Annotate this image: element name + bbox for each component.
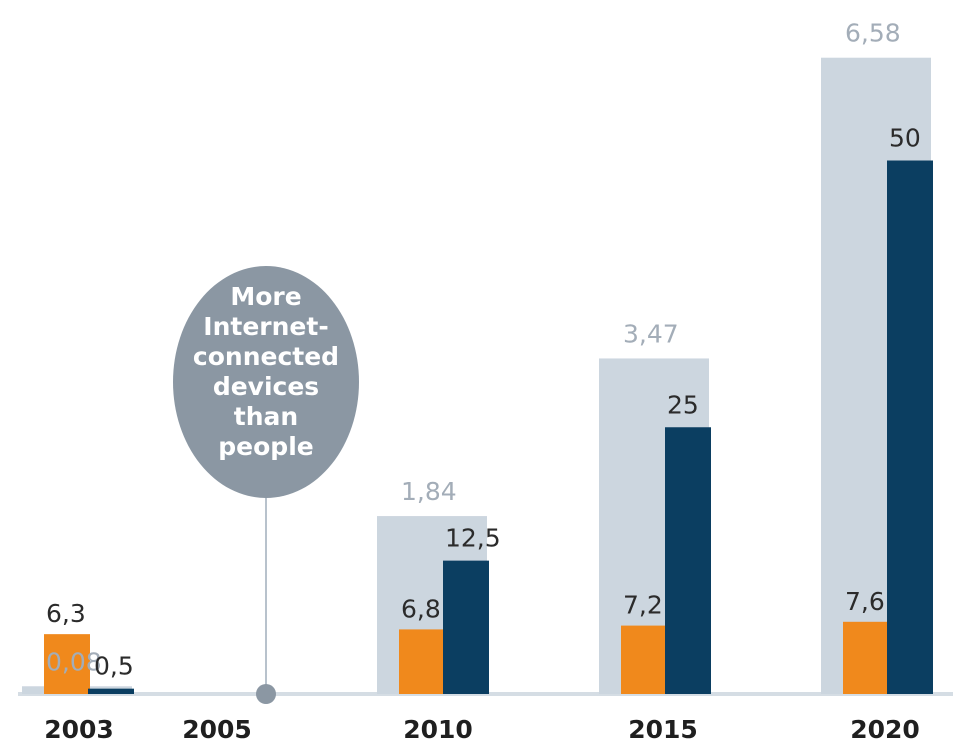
label-dark-2020: 50	[889, 124, 921, 153]
bar-orange-2003	[44, 634, 90, 694]
callout-line: than	[234, 402, 298, 431]
bar-orange-2015	[621, 625, 667, 694]
label-orange-2020: 7,6	[845, 587, 885, 616]
label-light-2015: 3,47	[623, 319, 679, 348]
callout-line: devices	[213, 372, 319, 401]
tick-label-2005: 2005	[182, 715, 252, 744]
bar-dark-2015	[665, 427, 711, 694]
label-light-2003: 0,08	[46, 647, 102, 676]
callout-balloon	[173, 266, 359, 498]
label-dark-2015: 25	[667, 390, 699, 419]
tick-label-2020: 2020	[850, 715, 920, 744]
bar-dark-2003	[88, 688, 134, 694]
tick-label-2010: 2010	[403, 715, 473, 744]
callout-line: More	[230, 282, 301, 311]
label-orange-2010: 6,8	[401, 594, 441, 623]
bar-dark-2010	[443, 560, 489, 694]
bar-orange-2020	[843, 621, 889, 694]
label-dark-2003: 0,5	[94, 652, 134, 681]
bar-dark-2020	[887, 160, 933, 694]
label-light-2020: 6,58	[845, 19, 901, 48]
callout-line: connected	[193, 342, 339, 371]
callout-marker	[256, 684, 276, 704]
callout-text: More Internet-connected devices than people	[193, 282, 339, 461]
bar-orange-2010	[399, 629, 445, 694]
tick-label-2003: 2003	[44, 715, 114, 744]
label-dark-2010: 12,5	[445, 524, 501, 553]
callout-line: Internet-	[203, 312, 328, 341]
label-orange-2003: 6,3	[46, 599, 86, 628]
x-axis: 2003 2005 2010 2015 2020	[44, 715, 920, 744]
callout-line: people	[218, 432, 313, 461]
bars	[18, 57, 953, 696]
tick-label-2015: 2015	[628, 715, 698, 744]
label-orange-2015: 7,2	[623, 591, 663, 620]
callout: More Internet-connected devices than people	[173, 266, 359, 704]
label-light-2010: 1,84	[401, 477, 457, 506]
data-labels: 0,08 6,3 0,5 1,84 6,8 12,5 3,47 7,2 25 6,58 7,6 50	[46, 19, 921, 681]
